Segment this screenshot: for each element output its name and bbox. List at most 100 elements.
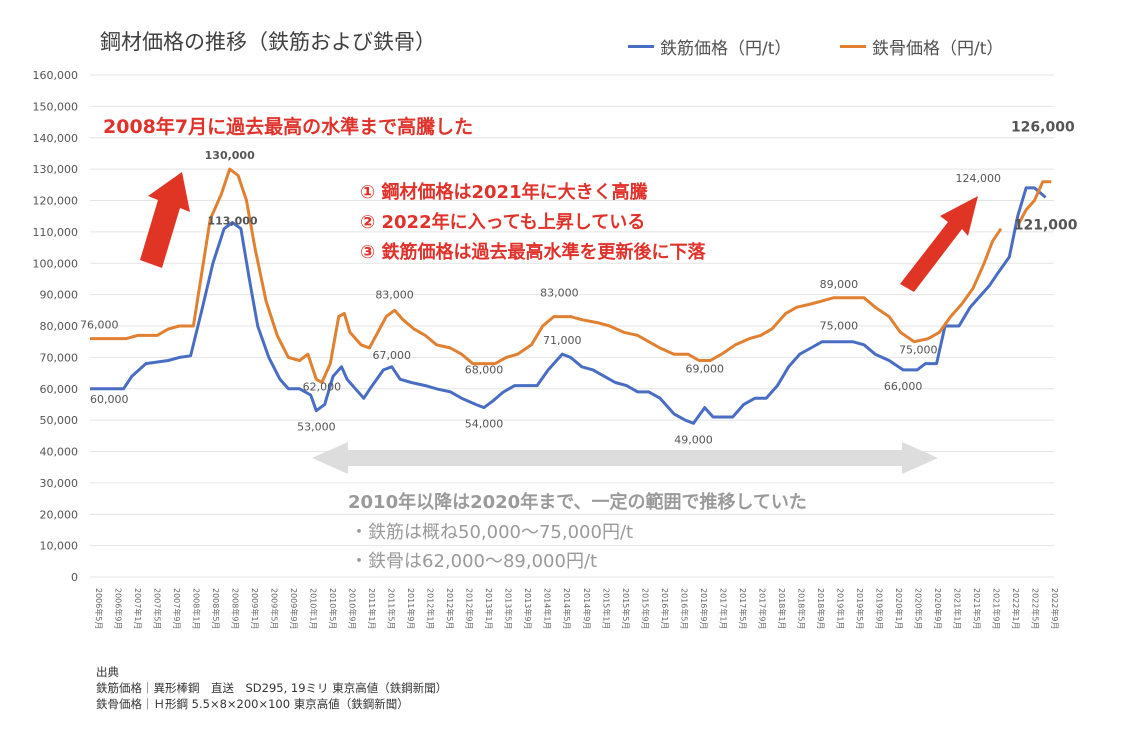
x-tick-label: 2019年5月 (855, 588, 865, 629)
y-tick-label: 10,000 (40, 540, 79, 553)
x-tick-label: 2020年9月 (933, 588, 943, 629)
x-tick-label: 2013年1月 (484, 588, 494, 629)
source-line-steel: 鉄骨価格｜Ｈ形鋼 5.5×8×200×100 東京高値（鉄鋼新聞） (96, 697, 409, 711)
x-tick-label: 2017年1月 (718, 588, 728, 629)
data-label: 69,000 (685, 363, 724, 376)
x-tick-label: 2007年1月 (133, 588, 143, 629)
legend-rebar: 鉄筋価格（円/t） (628, 34, 791, 59)
x-tick-label: 2006年9月 (114, 588, 124, 629)
source-heading: 出典 (96, 665, 119, 679)
data-label: 60,000 (90, 393, 129, 406)
y-tick-label: 90,000 (40, 289, 79, 302)
range-double-arrow-icon (312, 442, 938, 474)
data-label: 53,000 (297, 421, 336, 434)
y-tick-label: 100,000 (33, 257, 79, 270)
x-tick-label: 2009年1月 (250, 588, 260, 629)
x-tick-label: 2016年9月 (699, 588, 709, 629)
x-tick-label: 2021年1月 (952, 588, 962, 629)
x-tick-label: 2015年1月 (601, 588, 611, 629)
y-tick-label: 120,000 (33, 195, 79, 208)
x-axis-ticks: 2006年5月 2006年9月 2007年1月 2007年5月 2007年9月 2008年… (94, 588, 1060, 629)
y-tick-label: 70,000 (40, 351, 79, 364)
x-tick-label: 2007年5月 (153, 588, 163, 629)
y-tick-label: 0 (71, 571, 78, 584)
y-tick-label: 140,000 (33, 132, 79, 145)
headline-annotation: 2008年7月に過去最高の水準まで高騰した (103, 115, 473, 138)
x-tick-label: 2015年9月 (640, 588, 650, 629)
data-label: 130,000 (205, 149, 255, 162)
data-label: 62,000 (303, 380, 342, 393)
x-tick-label: 2011年1月 (367, 588, 377, 629)
data-label: 83,000 (375, 288, 414, 301)
y-tick-label: 30,000 (40, 477, 79, 490)
x-tick-label: 2008年5月 (211, 588, 221, 629)
data-label: 68,000 (465, 364, 504, 377)
series-line-steel2 (1016, 180, 1052, 227)
data-label: 76,000 (80, 319, 119, 332)
x-tick-label: 2015年5月 (621, 588, 631, 629)
data-label: 75,000 (820, 320, 859, 333)
data-label: 83,000 (540, 287, 579, 300)
y-tick-label: 50,000 (40, 414, 79, 427)
data-label: 49,000 (674, 433, 713, 446)
legend-steel-label: 鉄骨価格（円/t） (872, 39, 1004, 59)
legend-steel: 鉄骨価格（円/t） (840, 34, 1003, 59)
series-lines (90, 167, 1052, 425)
y-tick-label: 160,000 (33, 69, 79, 82)
x-tick-label: 2009年5月 (270, 588, 280, 629)
data-label: 54,000 (465, 418, 504, 431)
x-tick-label: 2018年5月 (796, 588, 806, 629)
x-tick-label: 2017年9月 (757, 588, 767, 629)
line-chart: 0 10,000 20,000 30,000 40,000 50,000 60,000 70,… (33, 69, 1078, 629)
x-tick-label: 2011年9月 (406, 588, 416, 629)
x-tick-label: 2011年5月 (387, 588, 397, 629)
x-tick-label: 2016年1月 (660, 588, 670, 629)
x-tick-label: 2008年9月 (231, 588, 241, 629)
data-label: 71,000 (543, 334, 582, 347)
x-tick-label: 2006年5月 (94, 588, 104, 629)
x-tick-label: 2014年1月 (543, 588, 553, 629)
x-tick-label: 2018年1月 (777, 588, 787, 629)
grid-lines (90, 74, 1054, 578)
series-line-rebar (90, 186, 1047, 425)
point-1: ① 鋼材価格は2021年に大きく高騰 (360, 181, 648, 203)
source-notes: 出典 鉄筋価格｜異形棒鋼 直送 SD295, 19ミリ 東京高値（鉄鋼新聞） 鉄… (96, 664, 447, 712)
data-label: 75,000 (899, 344, 938, 357)
y-tick-label: 150,000 (33, 100, 79, 113)
point-3: ③ 鉄筋価格は過去最高水準を更新後に下落 (360, 241, 707, 263)
x-tick-label: 2020年5月 (913, 588, 923, 629)
y-tick-label: 110,000 (33, 226, 79, 239)
x-tick-label: 2014年5月 (562, 588, 572, 629)
x-tick-label: 2010年1月 (309, 588, 319, 629)
data-labels: 76,000 60,000 130,000 113,000 53,000 62,000 83… (80, 120, 1078, 447)
y-axis-ticks: 0 10,000 20,000 30,000 40,000 50,000 60,000 70,… (33, 69, 79, 584)
y-tick-label: 60,000 (40, 383, 79, 396)
data-label: 121,000 (1014, 217, 1078, 233)
y-tick-label: 20,000 (40, 508, 79, 521)
x-tick-label: 2008年1月 (192, 588, 202, 629)
data-label: 113,000 (207, 214, 257, 227)
y-tick-label: 130,000 (33, 163, 79, 176)
x-tick-label: 2022年5月 (1030, 588, 1040, 629)
x-tick-label: 2010年9月 (348, 588, 358, 629)
range-note: 2010年以降は2020年まで、一定の範囲で推移していた (348, 491, 807, 513)
arrow-up-2021-icon (900, 196, 978, 292)
x-tick-label: 2013年9月 (523, 588, 533, 629)
arrow-up-2008-icon (140, 172, 190, 268)
x-tick-label: 2013年5月 (504, 588, 514, 629)
x-tick-label: 2022年1月 (1011, 588, 1021, 629)
x-tick-label: 2021年5月 (972, 588, 982, 629)
data-label: 124,000 (956, 172, 1002, 185)
x-tick-label: 2022年9月 (1050, 588, 1060, 629)
series-line-steel (90, 167, 1003, 384)
x-tick-label: 2007年9月 (172, 588, 182, 629)
source-line-rebar: 鉄筋価格｜異形棒鋼 直送 SD295, 19ミリ 東京高値（鉄鋼新聞） (96, 681, 448, 695)
chart-title: 鋼材価格の推移（鉄筋および鉄骨） (100, 30, 436, 54)
x-tick-label: 2020年1月 (894, 588, 904, 629)
legend-steel-swatch (840, 45, 866, 48)
x-tick-label: 2019年1月 (835, 588, 845, 629)
x-tick-label: 2019年9月 (874, 588, 884, 629)
x-tick-label: 2012年9月 (465, 588, 475, 629)
range-steel: ・鉄骨は62,000～89,000円/t (350, 551, 597, 572)
legend-rebar-label: 鉄筋価格（円/t） (660, 39, 792, 59)
